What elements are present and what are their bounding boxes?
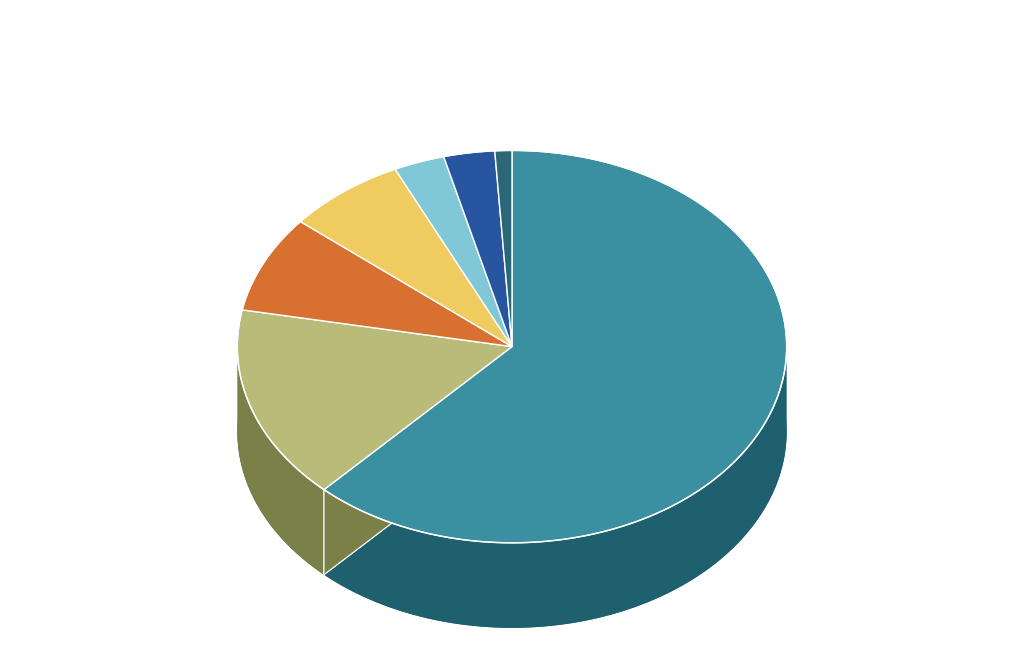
Polygon shape — [300, 169, 512, 347]
Ellipse shape — [238, 235, 786, 628]
Polygon shape — [395, 156, 512, 347]
Polygon shape — [324, 347, 512, 575]
Polygon shape — [243, 222, 512, 347]
Polygon shape — [324, 349, 786, 628]
Polygon shape — [238, 347, 324, 575]
Polygon shape — [443, 151, 512, 347]
Polygon shape — [324, 347, 512, 575]
Polygon shape — [324, 150, 786, 543]
Polygon shape — [495, 150, 512, 347]
Polygon shape — [238, 310, 512, 490]
